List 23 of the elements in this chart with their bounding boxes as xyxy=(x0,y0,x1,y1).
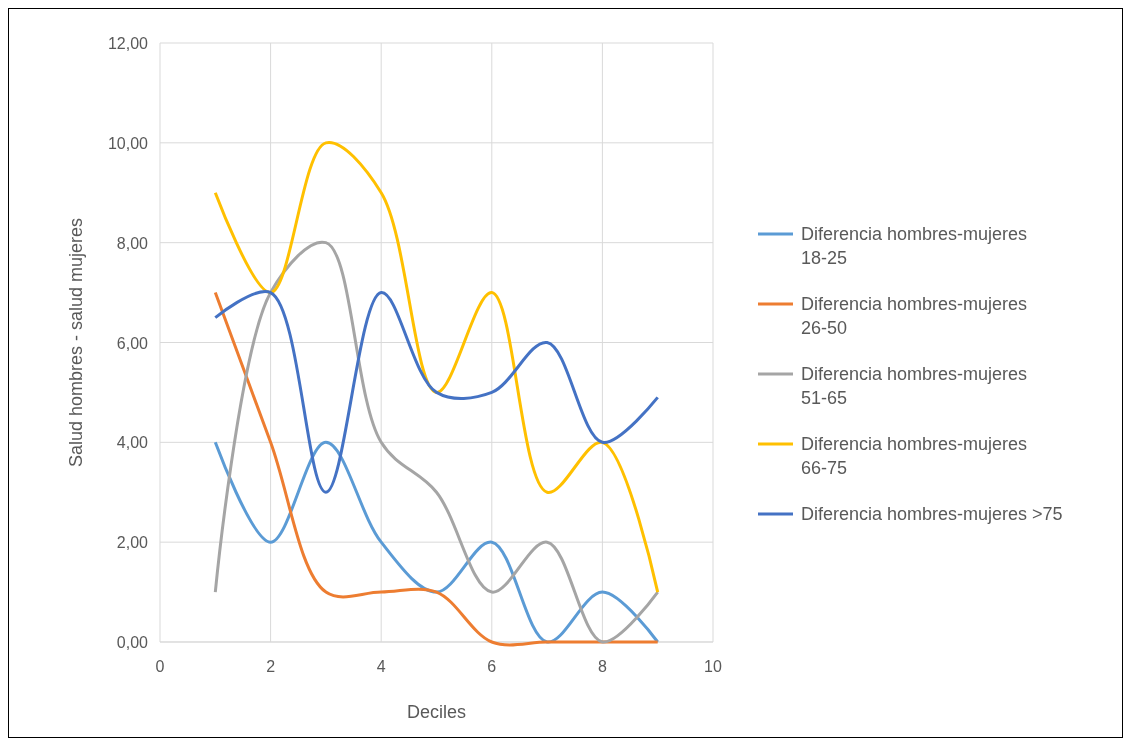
legend-label: Diferencia hombres-mujeres >75 xyxy=(801,504,1063,524)
y-tick-label: 8,00 xyxy=(116,234,149,252)
x-tick-label: 0 xyxy=(155,658,165,675)
x-tick-label: 2 xyxy=(266,658,276,675)
line-series xyxy=(213,440,660,644)
y-tick-label: 2,00 xyxy=(116,534,149,552)
legend-label: Diferencia hombres-mujeres 51-65 xyxy=(801,364,1028,408)
legend-label: Diferencia hombres-mujeres 26-50 xyxy=(801,294,1028,338)
y-tick-label: 6,00 xyxy=(116,334,149,352)
x-tick-label: 4 xyxy=(376,658,386,675)
legend-label: Diferencia hombres-mujeres 18-25 xyxy=(801,224,1028,268)
y-tick-label: 0,00 xyxy=(116,634,149,651)
x-tick-label: 8 xyxy=(597,658,607,675)
line-series xyxy=(213,141,660,594)
y-axis-title: Salud hombres - salud mujeres xyxy=(66,217,86,468)
y-tick-label: 4,00 xyxy=(116,434,149,452)
x-tick-label: 10 xyxy=(704,658,722,675)
y-tick-label: 12,00 xyxy=(107,35,149,52)
legend-label: Diferencia hombres-mujeres 66-75 xyxy=(801,434,1028,478)
x-tick-label: 6 xyxy=(487,658,497,675)
line-series xyxy=(213,290,660,494)
x-axis-title: Deciles xyxy=(406,702,467,722)
y-tick-label: 10,00 xyxy=(107,134,149,152)
